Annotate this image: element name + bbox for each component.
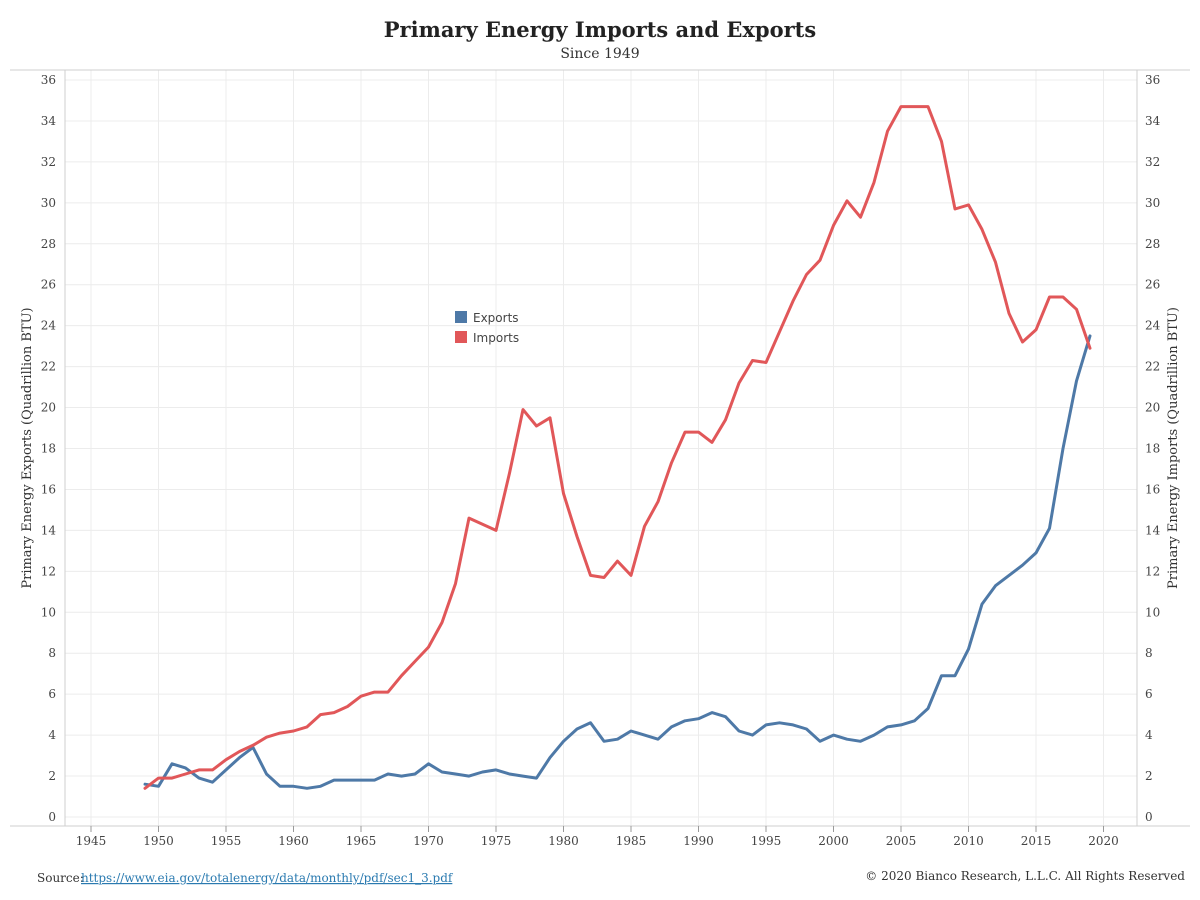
y-right-tick-label: 14 <box>1145 523 1161 537</box>
y-right-tick-label: 18 <box>1145 442 1160 456</box>
y-left-tick-label: 22 <box>41 360 56 374</box>
y-right-tick-label: 12 <box>1145 564 1160 578</box>
x-axis-ticks: 1945 1950 1955 1960 1965 1970 1975 1980 1985 1990… <box>76 826 1119 848</box>
x-tick-label: 1990 <box>683 834 714 848</box>
y-axis-right-label: Primary Energy Imports (Quadrillion BTU) <box>1166 307 1181 589</box>
legend-label-exports: Exports <box>473 311 519 325</box>
x-tick-label: 2015 <box>1021 834 1052 848</box>
x-tick-label: 2020 <box>1088 834 1119 848</box>
x-tick-label: 2010 <box>953 834 984 848</box>
y-right-tick-label: 4 <box>1145 728 1153 742</box>
y-right-tick-label: 24 <box>1145 319 1161 333</box>
y-left-tick-label: 8 <box>48 646 56 660</box>
y-right-tick-label: 8 <box>1145 646 1153 660</box>
y-left-tick-label: 28 <box>41 237 56 251</box>
y-right-tick-label: 0 <box>1145 810 1153 824</box>
x-tick-label: 1970 <box>413 834 444 848</box>
y-left-tick-label: 2 <box>48 769 56 783</box>
x-tick-label: 1975 <box>481 834 512 848</box>
series-lines <box>143 105 1092 790</box>
y-left-tick-label: 10 <box>41 605 56 619</box>
x-tick-label: 2000 <box>818 834 849 848</box>
x-tick-label: 1985 <box>616 834 647 848</box>
y-right-tick-label: 10 <box>1145 605 1160 619</box>
x-tick-label: 1960 <box>278 834 309 848</box>
y-right-tick-label: 16 <box>1145 482 1160 496</box>
y-left-tick-label: 34 <box>41 114 57 128</box>
y-right-tick-label: 22 <box>1145 360 1160 374</box>
y-right-tick-label: 36 <box>1145 73 1160 87</box>
grid <box>65 70 1137 826</box>
y-right-tick-label: 20 <box>1145 401 1160 415</box>
legend-swatch-imports <box>455 331 467 343</box>
y-left-tick-label: 18 <box>41 442 56 456</box>
x-tick-label: 1995 <box>751 834 782 848</box>
y-right-tick-label: 6 <box>1145 687 1153 701</box>
source-label: Source: <box>37 871 84 885</box>
series-line-imports <box>143 105 1092 790</box>
y-left-tick-label: 32 <box>41 155 56 169</box>
copyright-text: © 2020 Bianco Research, L.L.C. All Right… <box>865 869 1185 883</box>
y-right-tick-label: 2 <box>1145 769 1153 783</box>
x-tick-label: 1950 <box>143 834 174 848</box>
x-tick-label: 2005 <box>886 834 917 848</box>
y-left-tick-label: 0 <box>48 810 56 824</box>
y-left-tick-label: 16 <box>41 482 56 496</box>
y-left-tick-label: 20 <box>41 401 56 415</box>
legend-swatch-exports <box>455 311 467 323</box>
y-axis-left-label: Primary Energy Exports (Quadrillion BTU) <box>20 307 35 588</box>
y-right-tick-label: 28 <box>1145 237 1160 251</box>
y-left-tick-label: 24 <box>41 319 57 333</box>
y-left-tick-label: 36 <box>41 73 56 87</box>
y-left-tick-label: 12 <box>41 564 56 578</box>
x-tick-label: 1965 <box>346 834 377 848</box>
y-left-tick-label: 14 <box>41 523 57 537</box>
chart-title: Primary Energy Imports and Exports <box>384 17 816 42</box>
y-right-tick-label: 32 <box>1145 155 1160 169</box>
y-right-tick-label: 30 <box>1145 196 1160 210</box>
y-left-tick-label: 30 <box>41 196 56 210</box>
x-tick-label: 1980 <box>548 834 579 848</box>
legend-label-imports: Imports <box>473 331 519 345</box>
source-link[interactable]: https://www.eia.gov/totalenergy/data/mon… <box>81 871 454 885</box>
x-tick-label: 1955 <box>211 834 242 848</box>
series-line-exports <box>143 334 1092 790</box>
y-right-tick-label: 26 <box>1145 278 1160 292</box>
y-right-tick-label: 34 <box>1145 114 1161 128</box>
y-left-tick-label: 6 <box>48 687 56 701</box>
y-left-tick-label: 26 <box>41 278 56 292</box>
legend: Exports Imports <box>455 311 519 345</box>
chart-subtitle: Since 1949 <box>560 46 639 62</box>
x-tick-label: 1945 <box>76 834 107 848</box>
y-left-tick-label: 4 <box>48 728 56 742</box>
